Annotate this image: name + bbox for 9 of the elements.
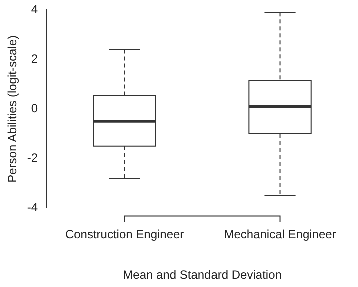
x-tick-label: Construction Engineer — [65, 228, 184, 242]
y-axis-title: Person Abilities (logit-scale) — [6, 35, 20, 183]
x-tick-label: Mechanical Engineer — [224, 228, 336, 242]
y-tick-label: -2 — [27, 151, 38, 166]
x-axis-title: Mean and Standard Deviation — [123, 268, 282, 282]
y-tick-label: 0 — [31, 102, 38, 116]
y-tick-label: 4 — [31, 2, 38, 17]
y-tick-label: 2 — [31, 52, 38, 66]
y-tick-label: -4 — [27, 200, 38, 215]
